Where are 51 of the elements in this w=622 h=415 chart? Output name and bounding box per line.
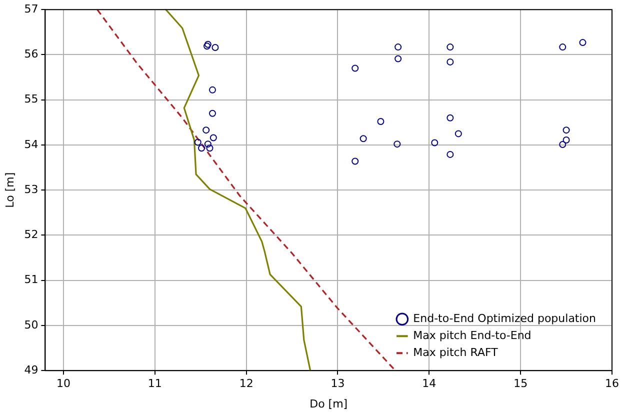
y-tick-label: 55	[24, 92, 38, 106]
x-tick-label: 14	[422, 377, 436, 390]
y-tick-label: 49	[24, 363, 38, 376]
line-series	[96, 10, 396, 371]
point	[206, 144, 214, 152]
point	[194, 138, 202, 146]
point	[204, 140, 212, 148]
y-tick-label: 57	[24, 2, 38, 16]
point	[446, 44, 454, 51]
point	[446, 58, 454, 66]
point	[394, 44, 402, 51]
point	[579, 39, 586, 46]
legend-label: Max pitch RAFT	[413, 346, 498, 359]
point	[394, 55, 402, 62]
point	[212, 44, 219, 52]
point	[204, 42, 211, 50]
legend-label: Max pitch End-to-End	[413, 328, 532, 342]
point	[208, 110, 216, 117]
x-axis-title: Do [m]	[310, 397, 348, 410]
point	[198, 144, 206, 152]
y-tick-label: 56	[24, 48, 38, 61]
point	[559, 141, 566, 148]
x-tick-label: 12	[239, 377, 254, 390]
point	[394, 140, 401, 148]
point	[360, 135, 367, 142]
point	[454, 130, 462, 138]
legend-label: End-to-End Optimized population	[413, 312, 596, 325]
point	[446, 150, 454, 158]
point	[352, 64, 359, 72]
point	[204, 40, 212, 48]
y-tick-label: 52	[24, 228, 38, 242]
point	[202, 126, 210, 134]
point	[562, 136, 570, 144]
point	[559, 44, 566, 51]
y-tick-label: 54	[24, 138, 38, 151]
y-tick-label: 50	[24, 318, 38, 332]
x-tick-label: 16	[605, 377, 619, 390]
point	[446, 114, 454, 122]
x-tick-label: 10	[56, 377, 70, 390]
x-tick-label: 13	[330, 377, 345, 390]
y-tick-label: 53	[24, 182, 38, 196]
x-tick-label: 15	[514, 377, 528, 390]
y-tick-label: 51	[24, 273, 38, 286]
point	[377, 118, 384, 126]
point	[431, 139, 438, 146]
point	[352, 158, 359, 165]
point	[210, 134, 217, 142]
x-tick-label: 11	[148, 377, 162, 390]
y-axis-title: Lo [m]	[3, 172, 16, 208]
point	[562, 126, 570, 134]
point	[208, 86, 216, 94]
